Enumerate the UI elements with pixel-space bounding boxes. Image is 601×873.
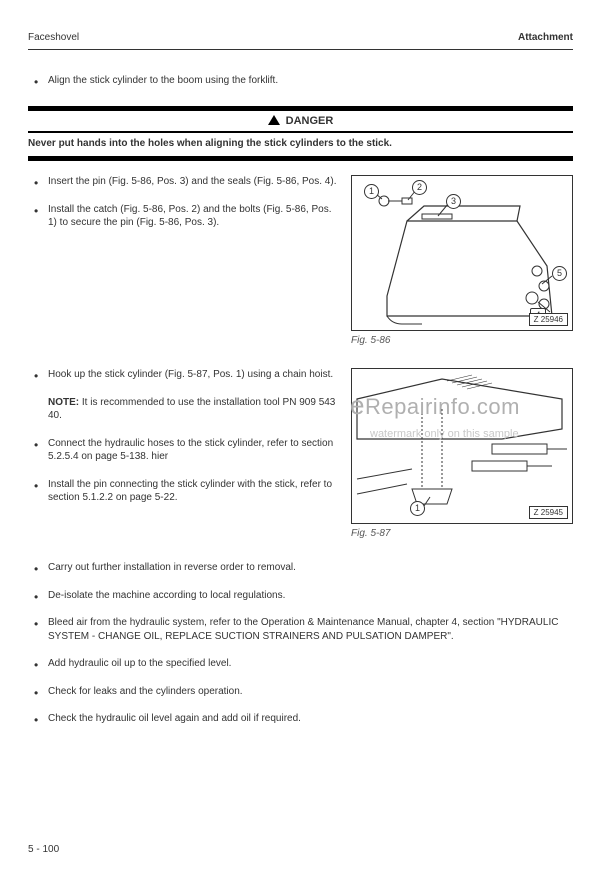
final-bullet-list: Carry out further installation in revers… xyxy=(28,561,573,726)
block-2: Hook up the stick cylinder (Fig. 5-87, P… xyxy=(28,368,573,539)
warning-triangle-icon xyxy=(268,115,280,125)
bullet-item: Install the catch (Fig. 5-86, Pos. 2) an… xyxy=(48,203,337,230)
block-1-bullets: Insert the pin (Fig. 5-86, Pos. 3) and t… xyxy=(28,175,337,230)
note-label: NOTE: xyxy=(48,397,79,408)
callout-1: 1 xyxy=(364,184,379,199)
header-left: Faceshovel xyxy=(28,32,79,43)
figure-5-86-caption: Fig. 5-86 xyxy=(351,335,573,346)
bullet-item: Check for leaks and the cylinders operat… xyxy=(48,685,573,699)
bullet-item: Add hydraulic oil up to the specified le… xyxy=(48,657,573,671)
header-right: Attachment xyxy=(518,32,573,43)
callout-3: 3 xyxy=(446,194,461,209)
bullet-item: Bleed air from the hydraulic system, ref… xyxy=(48,616,573,643)
danger-block: DANGER Never put hands into the holes wh… xyxy=(28,106,573,162)
figure-5-86: 1 2 3 5 4 Z 25946 xyxy=(351,175,573,331)
page-footer: 5 - 100 xyxy=(28,844,59,855)
block-2-bullets-b: Connect the hydraulic hoses to the stick… xyxy=(28,437,337,505)
figure-5-87: 1 Z 25945 xyxy=(351,368,573,524)
block-2-bullets-a: Hook up the stick cylinder (Fig. 5-87, P… xyxy=(28,368,337,382)
bullet-item: Align the stick cylinder to the boom usi… xyxy=(48,74,573,88)
bullet-item: De-isolate the machine according to loca… xyxy=(48,589,573,603)
bullet-item: Carry out further installation in revers… xyxy=(48,561,573,575)
danger-rule-bottom xyxy=(28,156,573,161)
block-1-figure: 1 2 3 5 4 Z 25946 Fig. 5-86 xyxy=(351,175,573,346)
block-1-text: Insert the pin (Fig. 5-86, Pos. 3) and t… xyxy=(28,175,337,244)
callout-5: 5 xyxy=(552,266,567,281)
bullet-item: Hook up the stick cylinder (Fig. 5-87, P… xyxy=(48,368,337,382)
intro-bullet-list: Align the stick cylinder to the boom usi… xyxy=(28,74,573,88)
figure-5-87-caption: Fig. 5-87 xyxy=(351,528,573,539)
danger-text: Never put hands into the holes when alig… xyxy=(28,133,573,157)
danger-label-text: DANGER xyxy=(286,115,334,127)
block-2-text: Hook up the stick cylinder (Fig. 5-87, P… xyxy=(28,368,337,519)
figure-5-87-svg xyxy=(352,369,573,524)
block-2-figure: 1 Z 25945 Fig. 5-87 xyxy=(351,368,573,539)
page-header: Faceshovel Attachment xyxy=(28,32,573,50)
bullet-item: Connect the hydraulic hoses to the stick… xyxy=(48,437,337,464)
danger-rule-top xyxy=(28,106,573,111)
callout-2: 2 xyxy=(412,180,427,195)
figure-zlabel: Z 25946 xyxy=(529,313,568,326)
bullet-item: Check the hydraulic oil level again and … xyxy=(48,712,573,726)
danger-label: DANGER xyxy=(28,115,573,127)
figure-zlabel: Z 25945 xyxy=(529,506,568,519)
bullet-item: Insert the pin (Fig. 5-86, Pos. 3) and t… xyxy=(48,175,337,189)
callout-1: 1 xyxy=(410,501,425,516)
note-line: NOTE: It is recommended to use the insta… xyxy=(28,396,337,423)
block-1: Insert the pin (Fig. 5-86, Pos. 3) and t… xyxy=(28,175,573,346)
bullet-item: Install the pin connecting the stick cyl… xyxy=(48,478,337,505)
note-text: It is recommended to use the installatio… xyxy=(48,397,335,422)
